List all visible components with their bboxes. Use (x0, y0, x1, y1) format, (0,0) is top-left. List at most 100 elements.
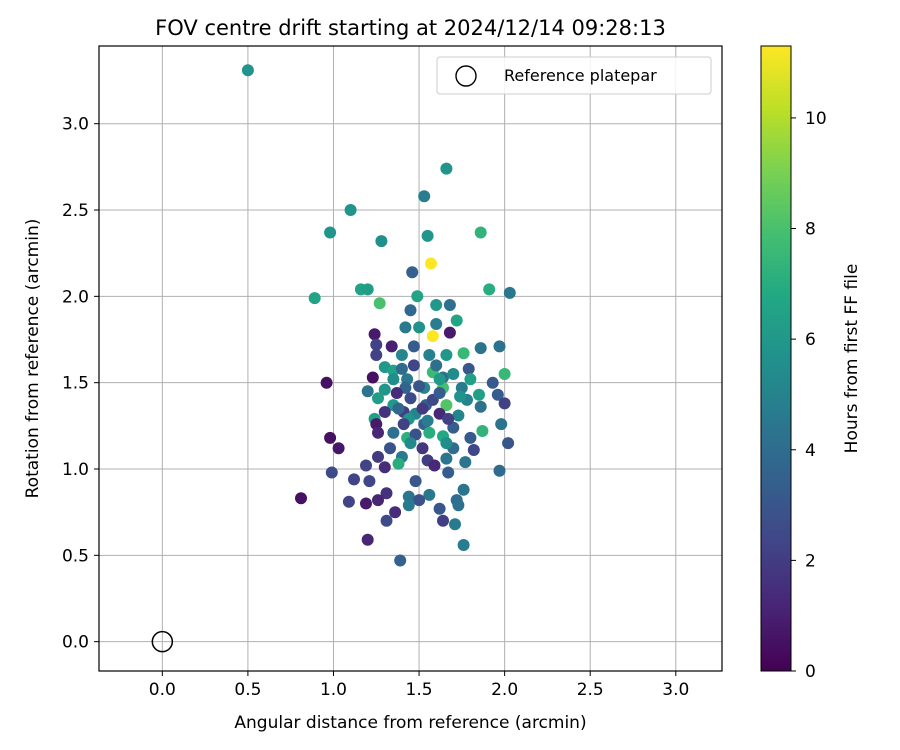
data-point (375, 235, 388, 248)
data-point (404, 392, 417, 405)
x-tick-label: 3.0 (662, 680, 689, 700)
data-point (464, 373, 477, 386)
colorbar-tick-label: 6 (805, 330, 816, 350)
data-point (332, 442, 345, 455)
data-point (413, 321, 426, 334)
data-point (457, 483, 470, 496)
data-point (392, 457, 405, 470)
x-tick-label: 2.5 (577, 680, 604, 700)
data-point (411, 290, 424, 303)
data-point (423, 488, 436, 501)
data-point (433, 373, 446, 386)
y-tick-label: 0.5 (62, 546, 89, 566)
x-tick-label: 2.0 (491, 680, 518, 700)
data-point (372, 392, 384, 405)
data-point (308, 292, 321, 305)
data-point (241, 64, 254, 77)
data-point (452, 499, 465, 512)
data-point (378, 461, 391, 474)
data-point (380, 487, 393, 500)
data-point (447, 368, 460, 380)
data-point (457, 347, 470, 360)
data-point (491, 388, 504, 401)
data-point (449, 518, 461, 531)
colorbar-ticks: 0 2 4 6 8 10 (791, 109, 827, 682)
data-point (433, 502, 446, 515)
x-tick-label: 0.5 (234, 680, 261, 700)
legend-entry-label: Reference platepar (504, 66, 657, 85)
data-point (457, 539, 470, 551)
data-point (325, 466, 338, 479)
data-point (498, 397, 511, 410)
colorbar-tick-label: 0 (805, 662, 816, 682)
y-axis-label: Rotation from reference (arcmin) (23, 219, 43, 499)
colorbar-tick-label: 8 (805, 220, 816, 240)
data-point (502, 437, 515, 450)
data-point (387, 373, 400, 386)
data-point (428, 459, 441, 472)
data-point (440, 437, 453, 450)
data-point (324, 226, 337, 239)
data-point (402, 499, 415, 512)
data-point (474, 342, 487, 355)
data-point (363, 475, 376, 488)
data-point (442, 412, 455, 425)
data-point (384, 442, 396, 455)
data-point (361, 533, 374, 546)
data-point (295, 492, 307, 505)
data-point (437, 514, 449, 527)
data-point (493, 340, 506, 353)
colorbar-label: Hours from first FF file (842, 264, 862, 454)
data-point (474, 400, 487, 413)
data-point (395, 349, 408, 361)
data-point (421, 414, 434, 427)
data-point (372, 450, 384, 463)
plot-frame (98, 45, 723, 672)
data-point (416, 402, 429, 415)
data-point (361, 385, 374, 398)
data-point (348, 473, 360, 486)
legend: Reference platepar (436, 56, 712, 95)
data-point (442, 466, 455, 479)
data-point (473, 388, 485, 401)
data-point (372, 494, 384, 507)
data-point (344, 204, 357, 216)
data-point (368, 328, 381, 341)
y-tick-label: 1.0 (62, 460, 89, 480)
data-point (373, 297, 386, 310)
data-point (440, 452, 453, 465)
data-point (474, 226, 487, 239)
data-point (361, 283, 374, 296)
data-point (440, 349, 453, 361)
colorbar-tick-label: 2 (805, 551, 816, 571)
grid (99, 46, 722, 671)
data-point (390, 387, 403, 399)
data-point (433, 387, 446, 399)
data-point (426, 330, 439, 343)
data-point (372, 426, 384, 439)
data-point (387, 426, 400, 439)
data-point (452, 409, 465, 422)
y-tick-label: 2.5 (62, 201, 89, 221)
data-point (486, 376, 499, 389)
data-point (462, 362, 475, 375)
data-point (464, 431, 477, 444)
data-point (493, 464, 506, 477)
data-point (418, 190, 431, 203)
data-point (407, 340, 420, 353)
data-point (476, 425, 489, 437)
data-point (378, 406, 391, 418)
colorbar-tick-label: 10 (805, 109, 827, 129)
x-tick-label: 1.5 (406, 680, 433, 700)
data-point (459, 456, 472, 469)
legend-box (436, 56, 712, 95)
data-point (342, 495, 355, 508)
y-tick-label: 2.0 (62, 287, 89, 307)
data-point (324, 431, 337, 444)
data-point (450, 314, 463, 327)
data-point (366, 371, 379, 384)
data-point (430, 318, 443, 330)
data-point (370, 338, 383, 351)
y-tick-label: 3.0 (62, 115, 89, 135)
y-tick-label: 0.0 (62, 633, 89, 653)
